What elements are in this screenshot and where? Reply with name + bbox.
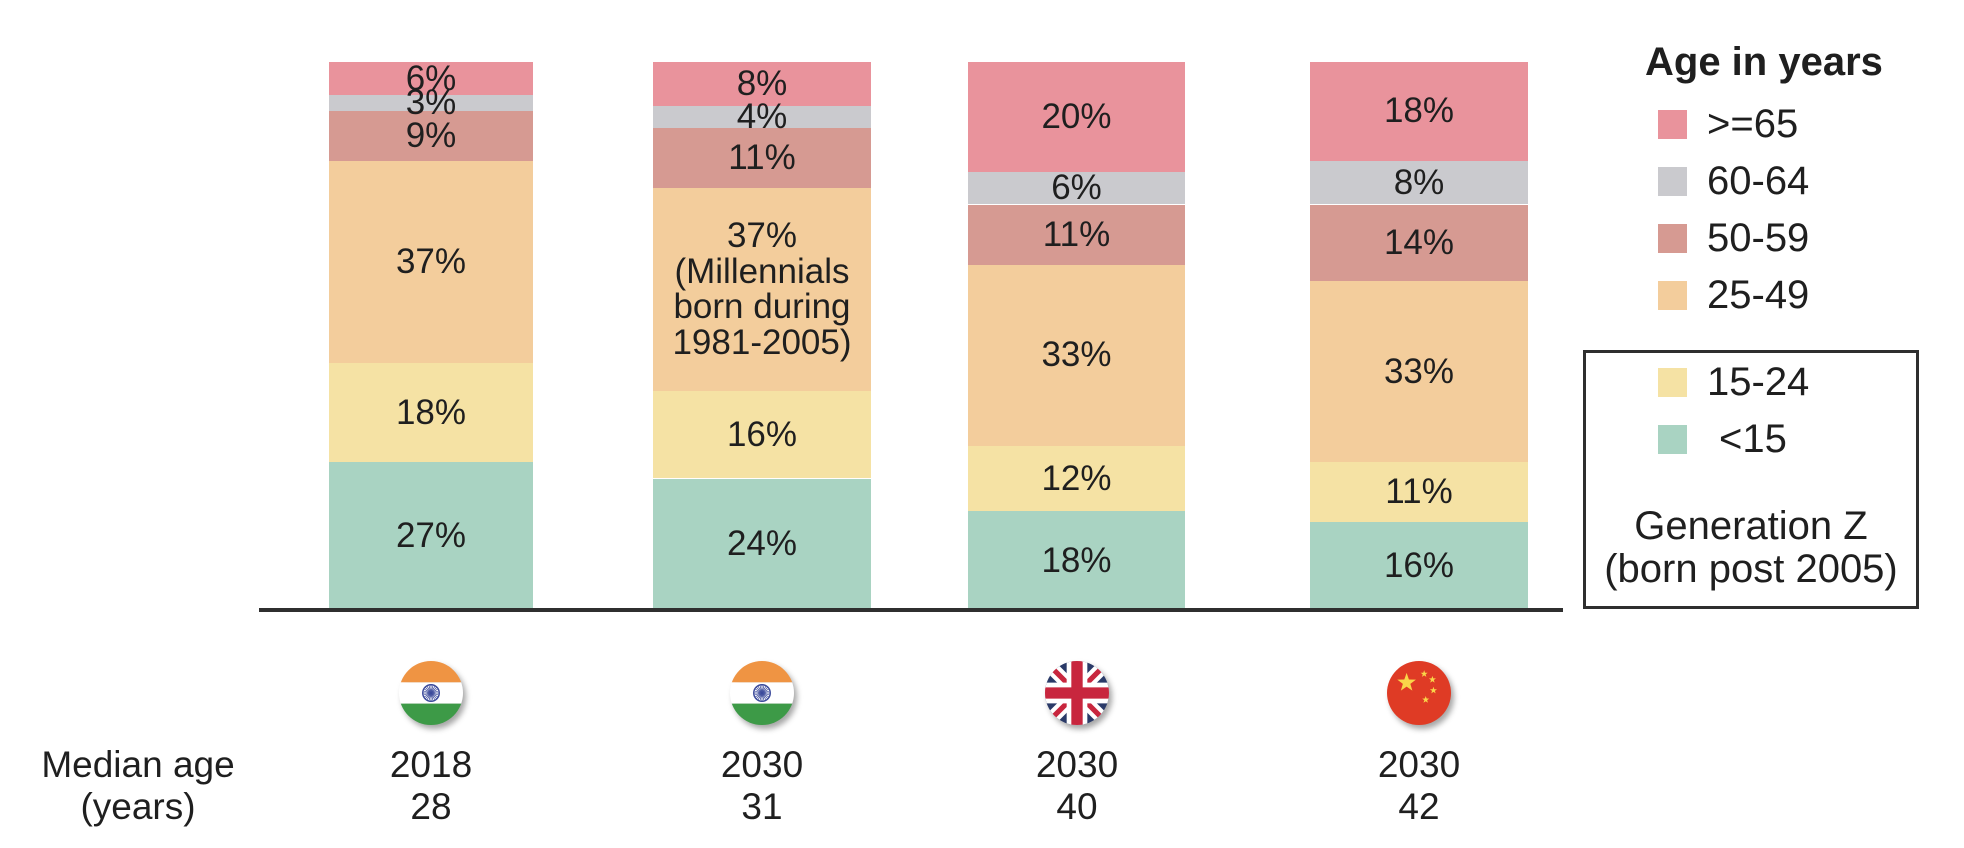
legend-swatch [1658,367,1687,397]
legend-item-65: >=65 [1658,102,1799,146]
bar-year-label: 2030 [1035,744,1119,785]
bar-median-age-value: 31 [741,786,783,827]
segment-value-label: 11% [1042,214,1111,254]
segment-value-label: 6% [1051,168,1102,208]
generation-z-note-line1: Generation Z [1634,504,1868,548]
bar-year-label: 2030 [720,744,804,785]
uk-flag-icon [1045,661,1109,725]
legend-item-5059: 50-59 [1658,216,1810,260]
x-axis-line [259,608,1563,612]
bar-bottom-label: 2030 31 [652,744,872,828]
bar-year-label: 2030 [1377,744,1461,785]
legend-swatch [1658,109,1687,139]
segment-value-label: 37% [395,242,467,282]
segment-value-label: 18% [395,392,467,432]
bar-segment-50-59: 11% [968,204,1185,265]
segment-value-label: 9% [405,116,457,156]
bar-segment-60-64: 3% [329,83,533,123]
bar-segment-15-24: 11% [1310,462,1528,523]
legend-label: <15 [1719,417,1787,461]
bar-segment-15-24: 12% [968,445,1185,512]
segment-value-label: 18% [1383,91,1455,131]
bar-segment-15-24: 18% [329,363,533,462]
segment-value-label: 8% [736,64,788,104]
generation-z-box: 15-24 <15 Generation Z (born post 2005) [1583,350,1919,609]
stacked-bar-china-2030: 18% 8% 14% 33% 11% 16% [1310,62,1528,610]
bar-segment-50-59: 14% [1310,204,1528,282]
stacked-bar-india-2030: 8% 4% 11% 37% (Millennials born during 1981… [653,62,871,610]
bar-segment-60-64: 8% [1310,160,1528,205]
segment-value-label: 33% [1383,351,1455,391]
bar-segment-15-24: 16% [653,390,871,479]
stacked-bar-india-2018: 6% 3% 9% 37% 18% 27% [329,58,533,610]
china-flag-icon [1387,661,1451,725]
india-flag-icon [399,661,463,725]
segment-value-label: 8% [1393,162,1445,202]
segment-value-label: 12% [1041,458,1112,498]
median-age-axis-label-line2: (years) [80,786,196,827]
bar-segment-25-49: 33% [1310,281,1528,462]
bar-year-label: 2018 [389,744,473,785]
generation-z-note: Generation Z (born post 2005) [1586,505,1916,591]
legend-label: 25-49 [1707,273,1810,317]
legend-label: 50-59 [1707,216,1810,260]
legend-item-1524: 15-24 [1658,360,1810,404]
bar-segment-60-64: 6% [968,168,1185,208]
segment-value-label: 16% [1383,546,1455,586]
bar-segment-25-49: 37% [329,160,533,364]
bar-segment-50-59: 11% [653,127,871,189]
legend-label: >=65 [1707,102,1799,146]
median-age-axis-label-line1: Median age [41,744,235,785]
bar-segment-<15: 27% [329,462,533,610]
bar-median-age-value: 42 [1398,786,1440,827]
bar-segment->=65: 6% [329,58,533,98]
segment-value-label: 27% [395,516,467,556]
bar-segment-<15: 16% [1310,522,1528,610]
segment-value-label: 11% [728,138,796,178]
segment-value-label: 16% [726,414,798,454]
bar-segment-<15: 24% [653,478,871,610]
bar-segment->=65: 20% [968,62,1185,172]
legend-swatch [1658,280,1687,310]
bar-segment-60-64: 4% [653,96,871,136]
segment-value-label: 18% [1041,540,1112,580]
segment-value-label: 20% [1041,96,1112,136]
segment-value-label: 11% [1385,472,1453,512]
bar-segment-25-49: 37% (Millennials born during 1981-2005) [653,188,871,391]
legend-item-2549: 25-49 [1658,273,1810,317]
legend-swatch [1658,424,1687,454]
stacked-bar-uk-2030: 20% 6% 11% 33% 12% 18% [968,62,1185,610]
bar-bottom-label: 2030 40 [967,744,1187,828]
legend-title: Age in years [1645,40,1883,84]
segment-value-label: 33% [1041,335,1112,375]
bar-bottom-label: 2030 42 [1309,744,1529,828]
bar-median-age-value: 28 [410,786,452,827]
bar-median-age-value: 40 [1056,786,1098,827]
india-flag-icon [730,661,794,725]
bar-segment->=65: 18% [1310,62,1528,161]
segment-value-label: 6% [405,58,457,98]
bar-segment-50-59: 9% [329,111,533,161]
generation-z-note-line2: (born post 2005) [1604,547,1898,591]
legend-swatch [1658,166,1687,196]
legend-item-6064: 60-64 [1658,159,1810,203]
legend-item-15: <15 [1658,417,1787,461]
segment-value-label: 4% [736,96,788,136]
median-age-axis-label: Median age (years) [10,744,266,828]
legend-label: 15-24 [1707,360,1810,404]
legend-swatch [1658,223,1687,253]
bar-segment-<15: 18% [968,511,1185,610]
legend-label: 60-64 [1707,159,1810,203]
segment-value-label: 37% (Millennials born during 1981-2005) [672,216,852,363]
segment-value-label: 3% [405,83,457,123]
bar-bottom-label: 2018 28 [321,744,541,828]
segment-value-label: 14% [1383,223,1455,262]
bar-segment->=65: 8% [653,62,871,106]
bar-segment-25-49: 33% [968,264,1185,446]
segment-value-label: 24% [726,524,798,564]
